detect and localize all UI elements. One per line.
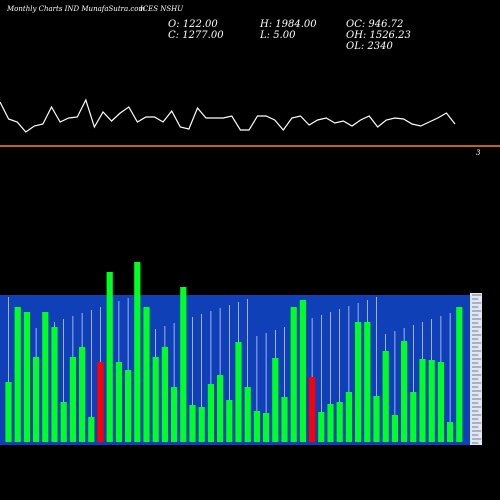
volume-bar [152, 357, 159, 442]
price-line [0, 98, 456, 133]
volume-bar [115, 362, 122, 442]
volume-bar [180, 287, 187, 442]
volume-bar [88, 417, 95, 442]
volume-bar [189, 405, 196, 442]
volume-bar [79, 347, 86, 442]
site-label: Monthly Charts IND MunafaSutra.com [7, 5, 145, 13]
volume-bar [207, 384, 214, 442]
volume-bar [281, 397, 288, 442]
volume-bar [391, 415, 398, 442]
volume-bar [437, 362, 444, 442]
volume-bar [134, 262, 141, 442]
volume-bar-layer [5, 262, 463, 442]
volume-bar [263, 413, 270, 442]
volume-bar [373, 396, 380, 442]
high-value: H: 1984.00 [260, 19, 317, 30]
open-value: O: 122.00 [168, 19, 218, 30]
volume-bar [23, 312, 30, 442]
volume-bar [401, 341, 408, 442]
close-value: C: 1277.00 [168, 30, 224, 41]
volume-bar [410, 392, 417, 442]
volume-bar [42, 312, 49, 442]
volume-bar [456, 307, 463, 442]
ol-value: OL: 2340 [346, 41, 393, 52]
volume-bar [253, 411, 260, 442]
volume-bar [235, 342, 242, 442]
volume-bar [419, 359, 426, 442]
volume-panel [0, 295, 470, 445]
volume-bar [345, 392, 352, 442]
right-axis [470, 293, 482, 445]
volume-bar [33, 357, 40, 442]
volume-bar [106, 272, 113, 442]
oc-value: OC: 946.72 [346, 19, 404, 30]
volume-bar [364, 322, 371, 442]
volume-bar [272, 358, 279, 442]
volume-bar [447, 422, 454, 442]
volume-bar [336, 402, 343, 442]
volume-bar [171, 387, 178, 442]
volume-bar [161, 347, 168, 442]
volume-bar [382, 351, 389, 442]
axis-rail [470, 293, 482, 445]
volume-bar [226, 400, 233, 442]
volume-bar [309, 377, 316, 442]
site-name: Monthly Charts IND [7, 5, 80, 13]
volume-bar [355, 322, 362, 442]
volume-bar [69, 357, 76, 442]
volume-bar [299, 300, 306, 442]
site-domain: MunafaSutra.com [81, 5, 146, 13]
low-value: L: 5.00 [260, 30, 296, 41]
symbol-label: ICES NSHU [140, 5, 184, 13]
volume-bar [428, 360, 435, 442]
volume-bar [14, 307, 21, 442]
volume-bar [51, 327, 58, 442]
volume-bar [5, 382, 12, 442]
price-line-layer [0, 98, 456, 133]
oh-value: OH: 1526.23 [346, 30, 411, 41]
volume-bar [318, 412, 325, 442]
volume-bar [198, 407, 205, 442]
volume-bar [290, 307, 297, 442]
volume-bar [125, 370, 132, 442]
volume-bar [97, 362, 104, 442]
volume-bar [327, 404, 334, 442]
volume-bar [217, 375, 224, 442]
volume-bar [143, 307, 150, 442]
volume-bar [60, 402, 67, 442]
level-label: 3 [476, 149, 481, 157]
volume-bar [244, 387, 251, 442]
